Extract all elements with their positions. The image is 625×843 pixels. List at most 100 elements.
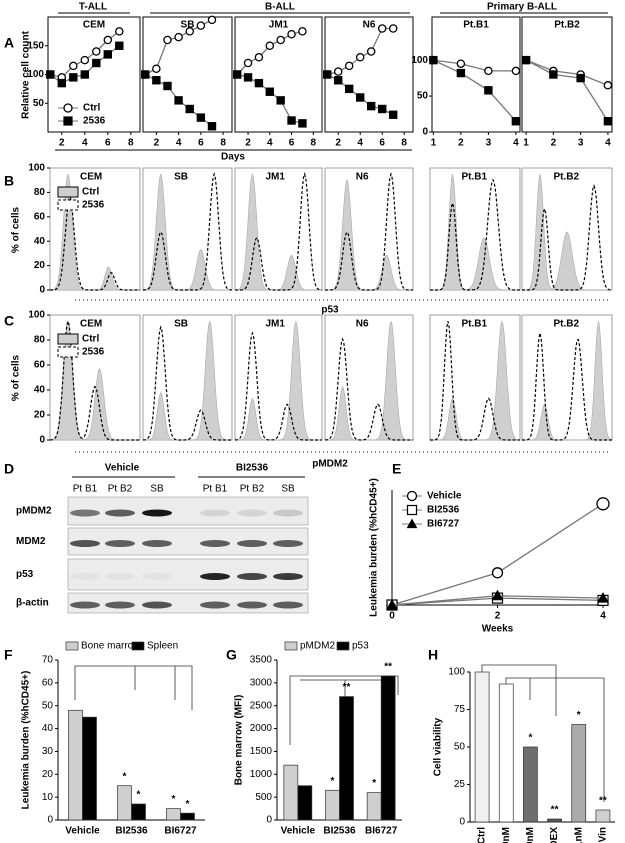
legend-label: 2536 (83, 116, 106, 127)
x-tick-label: 2 (335, 138, 341, 149)
blot-band (105, 573, 135, 580)
y-tick-label: 50 (454, 742, 466, 753)
y-tick-label: 40 (42, 723, 54, 734)
blot-band (237, 540, 267, 547)
marker (207, 15, 217, 25)
x-tick-label: 4 (357, 138, 363, 149)
bar (68, 709, 83, 821)
x-tick-label: Vehicle (65, 826, 100, 837)
group-label: B-ALL (265, 2, 295, 13)
marker (103, 50, 112, 59)
marker (456, 68, 466, 78)
significance-label: * (186, 799, 190, 810)
y-tick-label: 1000 (250, 769, 273, 780)
y-tick-label: 0 (39, 435, 45, 446)
x-tick-label: 2 (245, 138, 251, 149)
x-tick-label: 2 (154, 138, 160, 149)
marker (389, 110, 398, 119)
histogram-ctrl (522, 321, 613, 441)
x-tick-label: Ctrl (477, 827, 488, 843)
histogram-treated (522, 332, 612, 441)
marker (603, 81, 613, 90)
subplot-title: JM1 (265, 172, 285, 183)
group-label: Vehicle (105, 463, 140, 474)
marker (298, 119, 307, 128)
x-tick-label: BI+DEX (549, 827, 560, 843)
significance-label: * (577, 710, 581, 721)
y-tick-label: 75 (454, 704, 466, 715)
subplot-title: SB (174, 319, 188, 330)
x-tick-label: BI6727 (365, 826, 398, 837)
legend-label: Vehicle (427, 491, 462, 502)
lane-label: SB (150, 484, 164, 495)
significance-label: * (172, 794, 176, 805)
row-label: MDM2 (16, 536, 46, 547)
y-tick-label: 50 (33, 98, 45, 109)
x-tick-label: BI20nM (501, 827, 512, 843)
marker (549, 70, 558, 79)
marker (243, 58, 253, 68)
histogram-ctrl (234, 173, 322, 291)
y-tick-label: 3500 (250, 655, 273, 666)
subplot-title: JM1 (269, 20, 289, 31)
marker (597, 592, 609, 603)
subplot-title: Pt.B1 (463, 20, 489, 31)
marker (367, 101, 376, 111)
marker (276, 96, 285, 105)
lane-label: Pt B2 (108, 484, 133, 495)
row-label: pMDM2 (16, 506, 52, 517)
marker (69, 61, 78, 71)
y-tick-label: 1500 (250, 746, 273, 757)
y-tick-label: 100 (28, 310, 45, 321)
y-axis-label: Relative cell count (21, 30, 32, 118)
legend-swatch (57, 346, 79, 358)
bar (117, 785, 132, 821)
legend-label: Spleen (147, 641, 178, 652)
legend-label: p53 (352, 641, 369, 652)
marker (334, 76, 343, 85)
x-tick-label: 1 (431, 138, 437, 149)
y-tick-label: 80 (34, 335, 46, 346)
marker (69, 73, 78, 82)
y-tick-label: 60 (34, 211, 46, 222)
marker (521, 55, 531, 65)
subplot-title: SB (181, 20, 195, 31)
legend-label: Ctrl (82, 334, 99, 345)
marker (596, 497, 610, 511)
x-axis-label: p53 (321, 305, 339, 316)
bar (595, 809, 611, 823)
marker (276, 35, 285, 45)
blot-band (273, 540, 303, 547)
histogram-treated (325, 172, 413, 291)
histogram-ctrl (143, 320, 232, 441)
marker (511, 117, 521, 126)
marker (356, 93, 365, 102)
subplot-title: CEM (83, 20, 105, 31)
significance-label: ** (551, 805, 559, 816)
y-tick-label: 0 (47, 815, 53, 826)
y-tick-label: 50 (417, 91, 429, 102)
marker (377, 24, 387, 33)
x-tick-label: 8 (220, 138, 226, 149)
y-tick-label: 3000 (250, 677, 273, 688)
histogram-ctrl (142, 173, 232, 291)
panel-label: C (4, 313, 14, 329)
marker (576, 73, 585, 83)
significance-label: ** (343, 682, 351, 693)
marker (163, 81, 172, 91)
marker (115, 27, 124, 36)
marker (196, 113, 206, 122)
significance-label: ** (599, 796, 607, 807)
bracket (74, 665, 193, 710)
histogram-treated (324, 337, 413, 441)
blot-band (200, 573, 230, 580)
y-axis-label: % of cells (11, 207, 22, 254)
marker (57, 78, 67, 88)
x-tick-label: BI + Vin (598, 827, 609, 843)
blot-strip (67, 558, 309, 591)
group-label: T-ALL (79, 2, 107, 13)
y-axis-label: Leukemia burden (%hCD45+) (369, 478, 380, 617)
legend-label: 2536 (82, 200, 105, 211)
bar (366, 792, 382, 821)
y-tick-label: 50 (42, 700, 54, 711)
